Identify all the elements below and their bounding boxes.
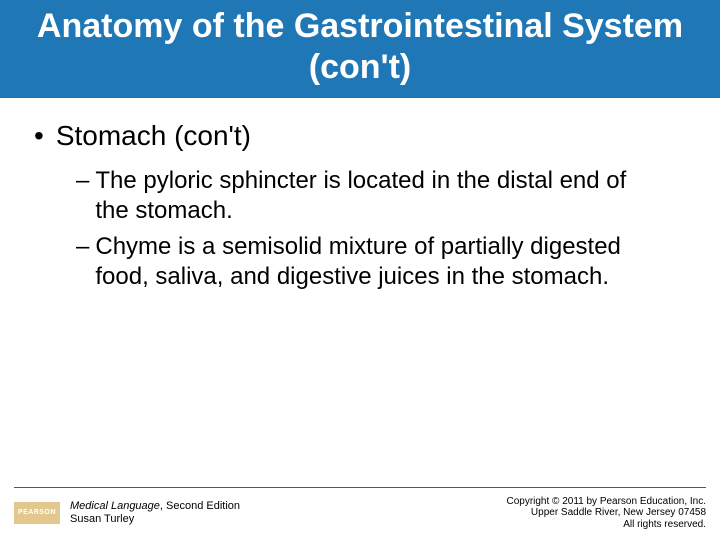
bullet-level-2: – Chyme is a semisolid mixture of partia…	[30, 232, 690, 292]
slide-title: Anatomy of the Gastrointestinal System (…	[20, 6, 700, 88]
bullet-level-2: – The pyloric sphincter is located in th…	[30, 166, 690, 226]
copyright-line: Upper Saddle River, New Jersey 07458	[506, 507, 706, 519]
bullet-level-1: • Stomach (con't)	[30, 120, 690, 152]
bullet-marker: •	[30, 120, 56, 152]
copyright-line: Copyright © 2011 by Pearson Education, I…	[506, 496, 706, 508]
pearson-logo: PEARSON	[14, 502, 60, 524]
bullet-marker: –	[76, 166, 95, 226]
bullet-text: The pyloric sphincter is located in the …	[95, 166, 655, 226]
bullet-marker: –	[76, 232, 95, 292]
title-band: Anatomy of the Gastrointestinal System (…	[0, 0, 720, 98]
bullet-text: Chyme is a semisolid mixture of partiall…	[95, 232, 655, 292]
bullet-text: Stomach (con't)	[56, 120, 251, 152]
footer-left: PEARSON Medical Language, Second Edition…	[14, 500, 240, 525]
book-block: Medical Language, Second Edition Susan T…	[70, 500, 240, 525]
footer-inner: PEARSON Medical Language, Second Edition…	[14, 496, 706, 531]
footer-right: Copyright © 2011 by Pearson Education, I…	[506, 496, 706, 531]
book-title-rest: , Second Edition	[160, 500, 240, 512]
slide: Anatomy of the Gastrointestinal System (…	[0, 0, 720, 540]
book-author: Susan Turley	[70, 513, 240, 526]
book-title: Medical Language, Second Edition	[70, 500, 240, 513]
content-area: • Stomach (con't) – The pyloric sphincte…	[0, 98, 720, 292]
copyright-line: All rights reserved.	[506, 519, 706, 531]
footer: PEARSON Medical Language, Second Edition…	[0, 479, 720, 540]
book-title-italic: Medical Language	[70, 500, 160, 512]
footer-divider	[14, 487, 706, 488]
